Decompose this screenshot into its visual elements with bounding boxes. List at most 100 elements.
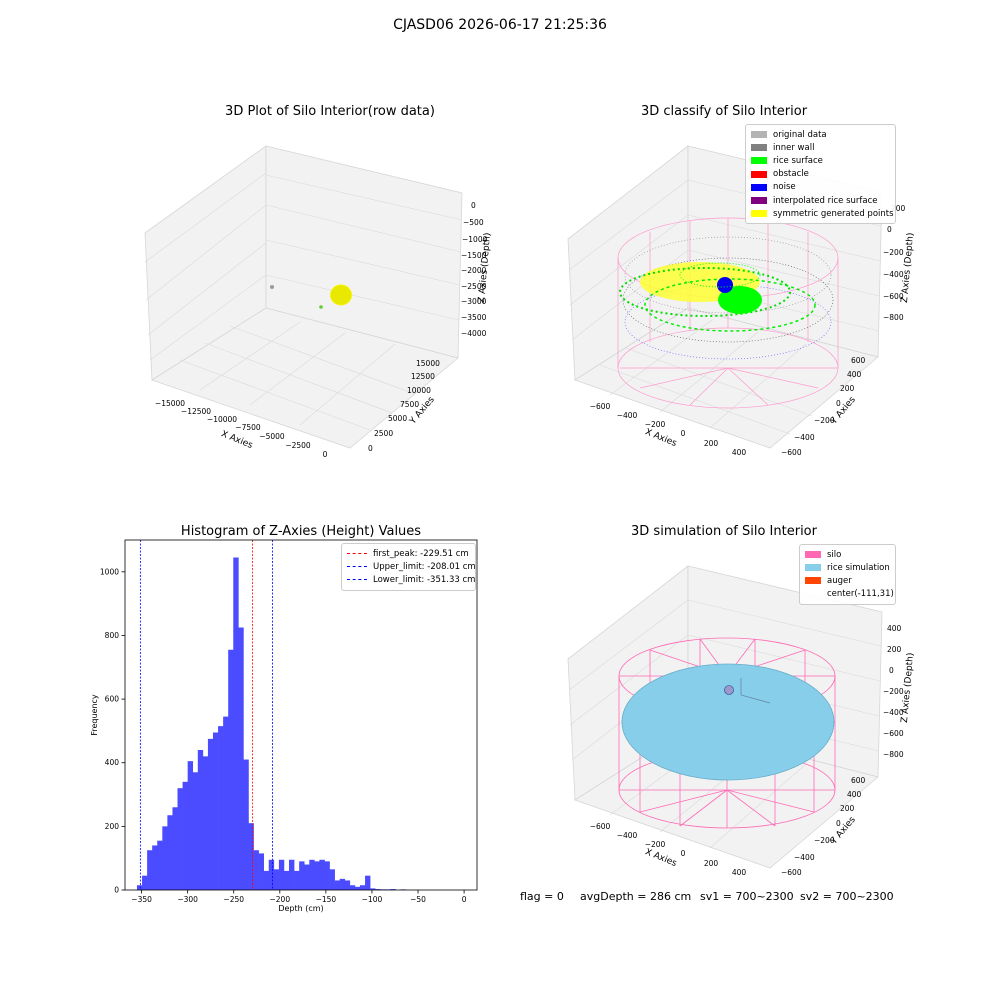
legend-label: auger: [827, 575, 852, 586]
histogram-bar: [339, 878, 346, 890]
histogram-bar: [263, 870, 270, 890]
histogram-bar: [243, 759, 249, 890]
p1-xtick: −10000: [207, 415, 237, 424]
histogram-bar: [390, 889, 396, 890]
histogram-bar: [172, 807, 178, 890]
panel2-panes: [567, 145, 883, 449]
histogram-bar: [192, 772, 199, 890]
p2-ztick: 200: [891, 204, 906, 213]
histogram-bar: [309, 859, 315, 890]
legend-label: original data: [773, 129, 827, 140]
histogram-bar: [359, 885, 366, 890]
histogram-x-tick-label: −300: [177, 895, 198, 904]
histogram-bar: [253, 850, 259, 890]
p4-ztick: −800: [883, 750, 904, 759]
legend-item-inner-wall: inner wall: [751, 141, 890, 154]
histogram-bar: [314, 861, 320, 890]
panel4-ticks: −600 −400 −200 0 200 400 −600 −400 −200 …: [590, 624, 904, 877]
p1-ztick: 0: [471, 201, 476, 210]
status-sv2: sv2 = 700~2300: [800, 890, 894, 903]
panel4-rice-simulation: [621, 663, 835, 781]
p4-ztick: 400: [887, 624, 902, 633]
legend-label: rice surface: [773, 155, 823, 166]
p2-ytick: −600: [781, 448, 802, 457]
p1-ytick: 5000: [388, 414, 407, 423]
histogram-bar: [324, 861, 330, 890]
panel1-panes: [144, 145, 463, 449]
status-avg-depth: avgDepth = 286 cm: [580, 890, 692, 903]
p4-xtick: 0: [681, 849, 686, 858]
legend-label: center(-111,31): [827, 589, 894, 600]
p4-xtick: 200: [704, 859, 719, 868]
histogram-bar: [365, 875, 371, 890]
p2-ytick: 400: [847, 370, 862, 379]
histogram-bar: [182, 781, 188, 890]
p2-ztick: −200: [883, 248, 904, 257]
histogram-x-tick-label: −50: [410, 895, 426, 904]
legend-label: silo: [827, 549, 842, 560]
histogram-reference-lines: [139, 540, 273, 890]
p2-ztick: −600: [883, 292, 904, 301]
legend-label: noise: [773, 182, 796, 193]
histogram-bar: [136, 885, 143, 890]
p1-cluster: [330, 284, 352, 306]
histogram-frame: [124, 539, 478, 891]
histogram-y-tick-label: 600: [105, 695, 120, 704]
histogram-bar: [273, 869, 280, 890]
p4-ytick: −400: [794, 853, 815, 862]
p4-ytick: −200: [814, 836, 835, 845]
p1-ytick: 15000: [416, 359, 440, 368]
status-flag: flag = 0: [520, 890, 564, 903]
p2-ztick: 0: [887, 225, 892, 234]
histogram-bar: [218, 726, 224, 890]
panel1-ticks: −15000 −12500 −10000 −7500 −5000 −2500 0…: [155, 201, 488, 459]
histogram-bar: [289, 859, 295, 890]
figure-title: CJASD06 2026-06-17 21:25:36: [393, 17, 607, 33]
legend-label: rice simulation: [827, 562, 890, 573]
histogram-x-tick-label: −100: [362, 895, 383, 904]
p4-ztick: −400: [883, 708, 904, 717]
panel4-legend: silo rice simulation auger center(-111,3…: [799, 544, 896, 605]
panel3-title: Histogram of Z-Axies (Height) Values: [180, 524, 422, 539]
histogram-bar: [207, 738, 214, 890]
histogram-bar: [157, 840, 163, 890]
legend-label: obstacle: [773, 169, 809, 180]
p1-ztick: −3000: [461, 297, 487, 306]
histogram-bar: [354, 886, 361, 890]
p1-xtick: −2500: [285, 441, 311, 450]
histogram-bar: [213, 732, 219, 890]
p1-point: [270, 285, 274, 289]
histogram-bar: [344, 880, 351, 890]
p2-xtick: −200: [645, 420, 666, 429]
legend-item-lower-limit: Lower_limit: -351.33 cm: [347, 573, 475, 586]
histogram-x-tick-label: −150: [316, 895, 337, 904]
p4-ztick: −600: [883, 729, 904, 738]
status-sv1: sv1 = 700~2300: [700, 890, 794, 903]
p1-ytick: 2500: [374, 429, 393, 438]
p2-xtick: −400: [617, 411, 638, 420]
histogram-bar: [329, 869, 335, 890]
p4-xtick: 400: [732, 868, 747, 877]
legend-label: Lower_limit: -351.33 cm: [373, 574, 476, 585]
p4-xlabel: X Axies: [643, 847, 678, 869]
histogram-bar: [258, 853, 264, 890]
histogram-bar: [233, 557, 239, 890]
p1-xtick: −15000: [155, 399, 185, 408]
p1-xtick: −7500: [235, 423, 261, 432]
panel2-rice-surface: [619, 262, 816, 332]
histogram-bar: [248, 823, 254, 890]
p2-ytick: −400: [794, 433, 815, 442]
histogram-bar: [294, 870, 300, 890]
p2-ytick: 600: [851, 356, 866, 365]
p4-ytick: −600: [781, 868, 802, 877]
p4-ztick: 200: [887, 645, 902, 654]
legend-label: interpolated rice surface: [773, 195, 878, 206]
panel1-grid: [144, 172, 463, 431]
histogram-bar: [370, 888, 376, 890]
histogram-bar: [202, 756, 209, 890]
p4-ylabel: Y Axies: [829, 815, 858, 847]
p4-ytick: 400: [847, 790, 862, 799]
p1-ztick: −1000: [462, 235, 488, 244]
